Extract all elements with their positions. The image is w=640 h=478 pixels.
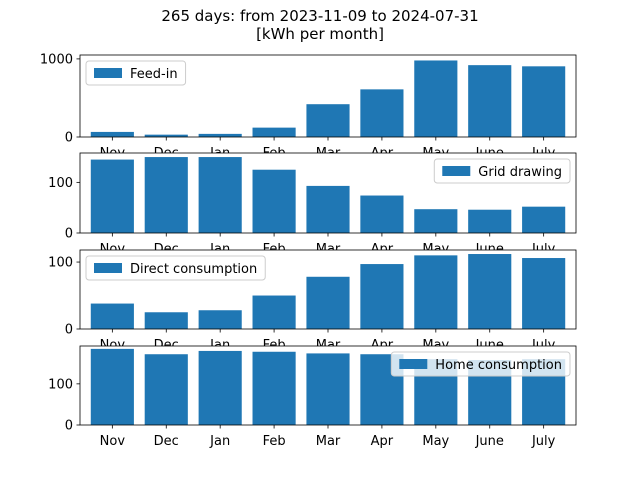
bar	[306, 276, 350, 329]
bar	[360, 195, 404, 233]
legend-box	[390, 351, 571, 377]
x-tick-label: Apr	[371, 434, 394, 449]
legend-box	[85, 255, 266, 281]
legend-swatch	[94, 68, 122, 78]
legend-swatch	[94, 263, 122, 273]
x-tick-label: Jan	[209, 434, 230, 449]
y-tick-label: 1000	[40, 52, 73, 67]
legend: Direct consumption	[85, 255, 266, 281]
bar	[468, 65, 512, 137]
x-tick-label: Feb	[263, 434, 286, 449]
y-tick-label: 100	[48, 377, 73, 392]
bar	[198, 157, 242, 233]
bar	[522, 66, 566, 137]
figure-title: 265 days: from 2023-11-09 to 2024-07-31	[161, 7, 478, 25]
bar	[144, 354, 188, 425]
x-tick-label: Nov	[100, 434, 126, 449]
x-tick-label: June	[475, 434, 504, 449]
legend: Home consumption	[390, 351, 571, 377]
legend-label: Direct consumption	[130, 262, 257, 277]
y-tick-label: 0	[65, 323, 73, 338]
bar	[144, 157, 188, 233]
bar	[90, 348, 134, 425]
bar	[360, 264, 404, 329]
subplot-4: 0 100 Nov Dec Jan Feb Mar Apr May June July Home co…	[48, 345, 577, 449]
bar	[252, 351, 296, 425]
bar	[90, 303, 134, 329]
bar	[414, 60, 458, 137]
figure-subtitle: [kWh per month]	[256, 25, 384, 43]
bar	[306, 185, 350, 233]
legend-label: Feed-in	[130, 67, 178, 82]
bar	[198, 310, 242, 329]
legend-label: Grid drawing	[478, 165, 562, 180]
y-tick-label: 0	[65, 227, 73, 242]
legend-swatch	[442, 166, 471, 176]
bar	[522, 258, 566, 329]
bar	[252, 127, 296, 137]
y-tick-label: 100	[48, 256, 73, 271]
bar	[198, 350, 242, 425]
subplots: 01000NovDecJanFebMarAprMayJuneJulyFeed-i…	[40, 52, 577, 449]
bar	[198, 133, 242, 137]
legend: Feed-in	[85, 60, 187, 86]
y-tick-label: 0	[65, 131, 73, 146]
bar	[360, 89, 404, 137]
bar	[414, 255, 458, 329]
y-tick-label: 100	[48, 176, 73, 191]
bar	[144, 312, 188, 329]
bar	[414, 209, 458, 233]
bar	[468, 209, 512, 233]
bar	[90, 131, 134, 137]
x-tick-label: July	[531, 434, 556, 449]
bar	[306, 104, 350, 137]
subplot-1: 01000NovDecJanFebMarAprMayJuneJulyFeed-i…	[40, 52, 577, 161]
bar	[144, 134, 188, 137]
legend: Grid drawing	[433, 158, 571, 184]
x-tick-label: Mar	[316, 434, 341, 449]
bar	[306, 353, 350, 425]
legend-swatch	[399, 359, 428, 369]
x-tick-label: May	[422, 434, 449, 449]
bar	[90, 159, 134, 233]
bar	[522, 206, 566, 233]
bar	[252, 295, 296, 329]
legend-label: Home consumption	[435, 358, 562, 373]
bar	[252, 169, 296, 233]
x-tick-label: Dec	[154, 434, 179, 449]
legend-box	[85, 60, 187, 86]
legend-box	[433, 158, 571, 184]
y-tick-label: 0	[65, 419, 73, 434]
bar	[468, 254, 512, 329]
